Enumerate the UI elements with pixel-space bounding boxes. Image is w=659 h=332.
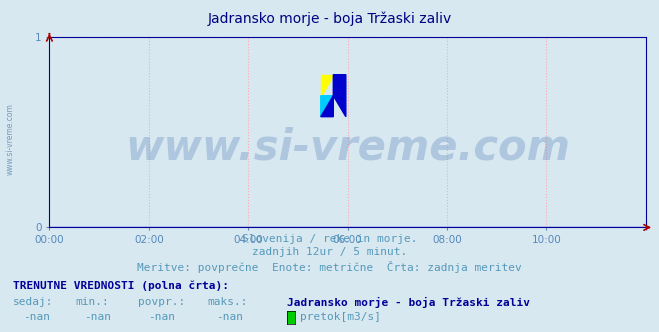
- Polygon shape: [321, 96, 333, 117]
- Text: -nan: -nan: [23, 312, 49, 322]
- Text: pretok[m3/s]: pretok[m3/s]: [300, 312, 381, 322]
- Text: sedaj:: sedaj:: [13, 297, 53, 307]
- Polygon shape: [321, 75, 346, 117]
- Text: -nan: -nan: [216, 312, 243, 322]
- Text: www.si-vreme.com: www.si-vreme.com: [5, 104, 14, 175]
- Text: povpr.:: povpr.:: [138, 297, 186, 307]
- Text: Jadransko morje - boja Tržaski zaliv: Jadransko morje - boja Tržaski zaliv: [287, 297, 530, 308]
- Polygon shape: [321, 75, 333, 96]
- Text: maks.:: maks.:: [208, 297, 248, 307]
- Text: -nan: -nan: [148, 312, 175, 322]
- Text: min.:: min.:: [76, 297, 109, 307]
- Text: www.si-vreme.com: www.si-vreme.com: [125, 126, 570, 168]
- Text: Meritve: povprečne  Enote: metrične  Črta: zadnja meritev: Meritve: povprečne Enote: metrične Črta:…: [137, 261, 522, 273]
- Text: -nan: -nan: [84, 312, 111, 322]
- Text: Jadransko morje - boja Tržaski zaliv: Jadransko morje - boja Tržaski zaliv: [208, 12, 451, 26]
- Text: TRENUTNE VREDNOSTI (polna črta):: TRENUTNE VREDNOSTI (polna črta):: [13, 281, 229, 291]
- Text: zadnjih 12ur / 5 minut.: zadnjih 12ur / 5 minut.: [252, 247, 407, 257]
- Text: Slovenija / reke in morje.: Slovenija / reke in morje.: [242, 234, 417, 244]
